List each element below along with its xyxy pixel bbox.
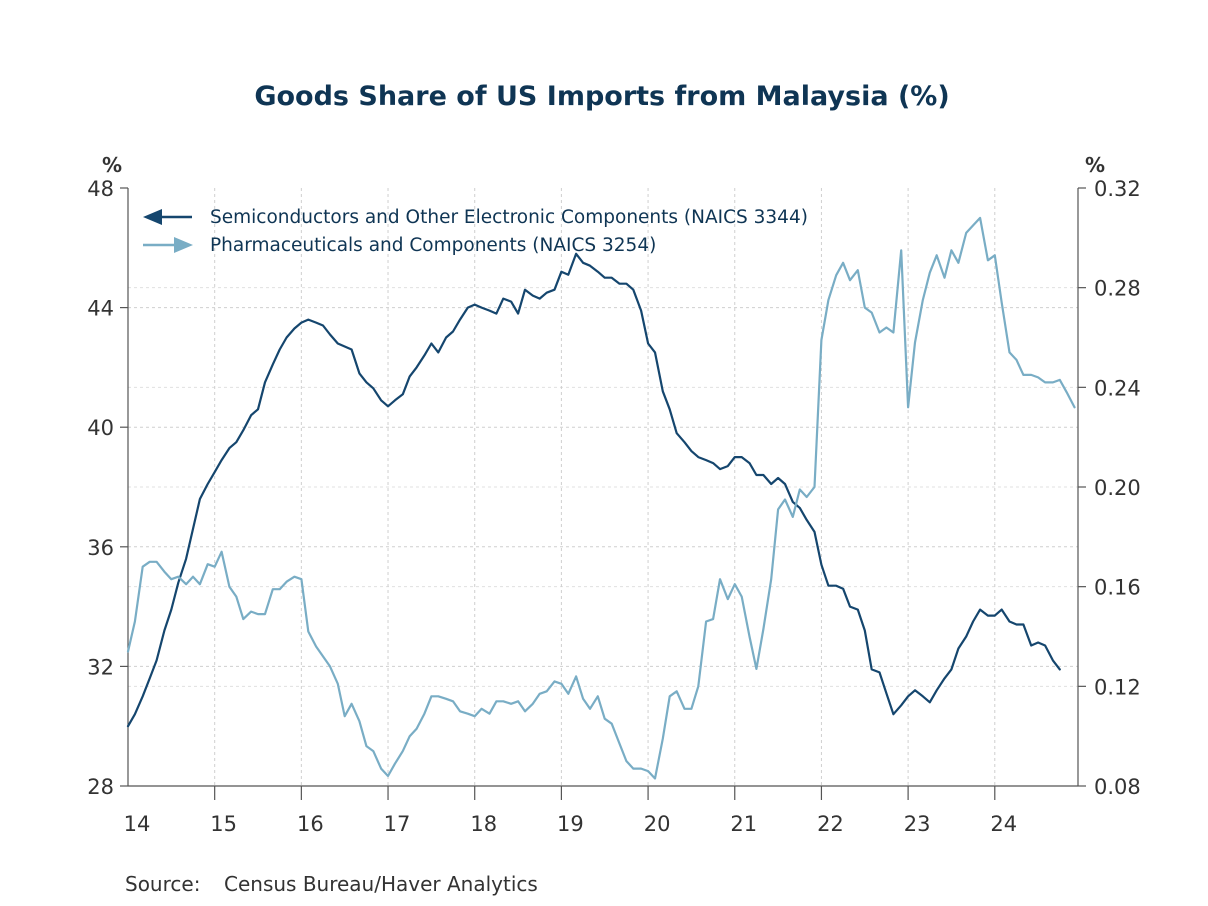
- left-tick-label: 32: [87, 655, 114, 679]
- right-tick-label: 0.16: [1094, 576, 1141, 600]
- x-tick-label: 22: [817, 812, 844, 836]
- legend-label-pharmaceuticals: Pharmaceuticals and Components (NAICS 32…: [210, 235, 656, 256]
- left-axis-unit: %: [102, 153, 122, 177]
- x-tick-label: 15: [210, 812, 237, 836]
- x-tick-label: 20: [644, 812, 671, 836]
- left-tick-label: 36: [87, 536, 114, 560]
- legend-label-semiconductors: Semiconductors and Other Electronic Comp…: [210, 207, 808, 228]
- x-tick-label: 18: [470, 812, 497, 836]
- left-tick-label: 48: [87, 177, 114, 201]
- series-line-pharmaceuticals: [126, 216, 1076, 780]
- source-text: Census Bureau/Haver Analytics: [224, 872, 538, 896]
- x-tick-label: 24: [990, 812, 1017, 836]
- axes: 28 32 36 40 44 48 0.08 0.12 0.16 0.20 0.24 0.28 0.32…: [87, 177, 1141, 836]
- legend: Semiconductors and Other Electronic Comp…: [143, 207, 808, 256]
- legend-arrow-pharmaceuticals: [174, 237, 193, 253]
- right-tick-label: 0.08: [1094, 775, 1141, 799]
- source-note: Source: Census Bureau/Haver Analytics: [125, 872, 538, 896]
- right-tick-label: 0.24: [1094, 376, 1141, 400]
- chart-title: Goods Share of US Imports from Malaysia …: [254, 81, 949, 112]
- right-tick-label: 0.12: [1094, 675, 1141, 699]
- right-axis-unit: %: [1085, 153, 1105, 177]
- left-tick-label: 44: [87, 297, 114, 321]
- legend-item-semiconductors: Semiconductors and Other Electronic Comp…: [143, 207, 808, 228]
- right-tick-label: 0.28: [1094, 277, 1141, 301]
- left-tick-label: 40: [87, 416, 114, 440]
- grid: [128, 188, 1078, 786]
- x-tick-label: 21: [730, 812, 757, 836]
- x-tick-label: 17: [384, 812, 411, 836]
- legend-item-pharmaceuticals: Pharmaceuticals and Components (NAICS 32…: [143, 235, 656, 256]
- left-tick-label: 28: [87, 775, 114, 799]
- x-tick-label: 16: [297, 812, 324, 836]
- x-tick-label: 19: [557, 812, 584, 836]
- x-tick-label: 14: [124, 812, 151, 836]
- right-tick-label: 0.20: [1094, 476, 1141, 500]
- source-label: Source:: [125, 872, 200, 896]
- x-tick-label: 23: [904, 812, 931, 836]
- right-tick-label: 0.32: [1094, 177, 1141, 201]
- series-lines: [126, 216, 1076, 780]
- legend-arrow-semiconductors: [143, 209, 162, 225]
- series-line-semiconductors: [126, 252, 1061, 728]
